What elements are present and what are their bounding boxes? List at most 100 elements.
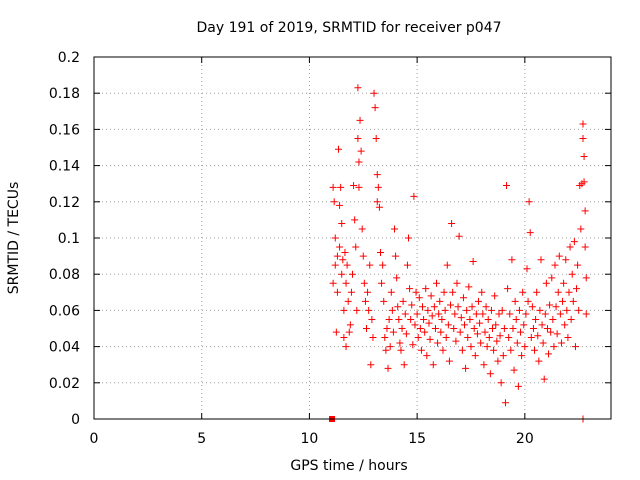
x-tick-label: 0 bbox=[90, 431, 99, 447]
data-point bbox=[382, 346, 390, 354]
data-point bbox=[349, 270, 356, 278]
data-point bbox=[469, 258, 477, 266]
data-point bbox=[358, 225, 366, 233]
data-point bbox=[397, 346, 405, 354]
data-point bbox=[454, 303, 462, 311]
data-point bbox=[371, 104, 379, 112]
data-point bbox=[350, 182, 358, 190]
data-point bbox=[363, 325, 371, 332]
data-point bbox=[355, 183, 363, 191]
plot-frame bbox=[93, 56, 612, 420]
data-point bbox=[399, 297, 407, 305]
data-point bbox=[423, 352, 431, 360]
data-point bbox=[401, 310, 409, 318]
data-point bbox=[477, 339, 485, 347]
data-point bbox=[448, 220, 456, 228]
data-point bbox=[369, 334, 377, 342]
y-tick-label: 0.18 bbox=[49, 86, 80, 102]
data-point bbox=[570, 238, 578, 246]
data-point bbox=[394, 303, 402, 311]
grid-lines bbox=[94, 57, 611, 419]
data-point bbox=[331, 234, 339, 242]
x-tick-labels: 0 5 10 15 20 bbox=[90, 431, 534, 447]
data-point bbox=[580, 153, 588, 161]
data-point bbox=[380, 297, 388, 305]
data-point bbox=[519, 288, 527, 296]
data-point bbox=[550, 343, 558, 351]
data-point bbox=[553, 330, 561, 338]
data-point bbox=[344, 297, 352, 305]
data-point bbox=[452, 337, 460, 345]
data-point bbox=[435, 310, 443, 318]
data-point bbox=[410, 192, 418, 200]
data-point bbox=[341, 248, 349, 256]
y-tick-label: 0.14 bbox=[49, 159, 80, 175]
data-point bbox=[536, 306, 544, 314]
data-point bbox=[336, 243, 344, 251]
data-point bbox=[496, 332, 504, 340]
data-point bbox=[377, 248, 385, 256]
data-point bbox=[549, 315, 557, 323]
data-point bbox=[398, 325, 406, 332]
data-point bbox=[518, 352, 526, 360]
data-point bbox=[499, 352, 507, 360]
data-point bbox=[581, 243, 589, 251]
data-point bbox=[465, 283, 473, 291]
data-point bbox=[498, 306, 506, 314]
data-point bbox=[345, 328, 353, 336]
data-point bbox=[517, 328, 525, 336]
data-point bbox=[450, 325, 458, 332]
data-point bbox=[551, 261, 559, 269]
data-point bbox=[354, 84, 362, 92]
data-point bbox=[557, 339, 565, 347]
data-point bbox=[391, 225, 399, 233]
data-point bbox=[356, 116, 364, 124]
data-point bbox=[405, 234, 413, 242]
data-point bbox=[392, 252, 400, 260]
data-point bbox=[357, 147, 365, 155]
data-point bbox=[389, 328, 397, 336]
data-point bbox=[393, 274, 401, 282]
data-point bbox=[547, 328, 555, 336]
data-point bbox=[500, 325, 508, 332]
data-point bbox=[443, 261, 451, 269]
data-point bbox=[529, 325, 537, 332]
data-point bbox=[507, 346, 515, 354]
data-point bbox=[582, 274, 590, 282]
data-points bbox=[329, 84, 590, 423]
data-point bbox=[359, 252, 367, 260]
data-point bbox=[430, 303, 438, 311]
data-point bbox=[409, 341, 417, 349]
data-point bbox=[411, 321, 419, 329]
data-point bbox=[575, 306, 583, 314]
data-point bbox=[372, 134, 380, 142]
data-point bbox=[527, 334, 535, 342]
data-point bbox=[332, 328, 340, 336]
data-point bbox=[515, 306, 523, 314]
data-point bbox=[387, 288, 395, 296]
x-tick-label: 20 bbox=[516, 431, 534, 447]
data-point bbox=[342, 343, 350, 351]
data-point bbox=[574, 261, 582, 269]
data-point bbox=[407, 315, 415, 323]
data-point bbox=[414, 334, 422, 342]
data-point bbox=[569, 297, 577, 305]
data-point bbox=[509, 325, 517, 332]
data-point bbox=[524, 297, 532, 305]
data-point bbox=[552, 303, 560, 311]
data-point bbox=[421, 328, 429, 336]
data-point bbox=[532, 315, 540, 323]
data-point bbox=[413, 310, 421, 318]
data-point bbox=[482, 303, 490, 311]
data-point bbox=[338, 270, 346, 278]
y-tick-label: 0.2 bbox=[58, 50, 80, 66]
data-point bbox=[396, 339, 404, 347]
data-point bbox=[563, 306, 571, 314]
data-point bbox=[374, 183, 382, 191]
data-point bbox=[420, 315, 428, 323]
data-point bbox=[329, 183, 337, 191]
data-point bbox=[525, 198, 533, 206]
data-point bbox=[523, 265, 531, 273]
data-point bbox=[486, 370, 494, 378]
